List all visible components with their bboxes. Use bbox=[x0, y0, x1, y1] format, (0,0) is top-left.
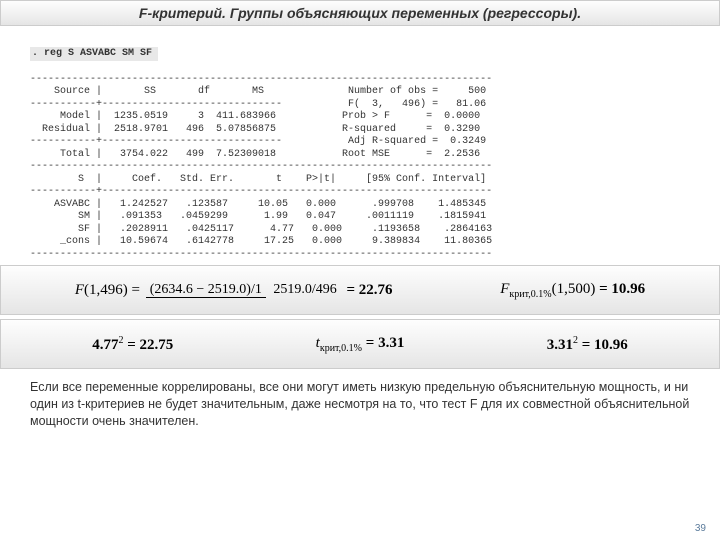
anova-header: Source | SS df MS Number of obs = 500 bbox=[30, 86, 486, 97]
fcrit-args: (1,500) bbox=[552, 281, 596, 297]
coef-asvabc: ASVABC | 1.242527 .123587 10.05 0.000 .9… bbox=[30, 199, 486, 210]
t-crit: tкрит,0.1% = 3.31 bbox=[316, 335, 405, 354]
stata-command: . reg S ASVABC SM SF bbox=[30, 47, 158, 62]
f-value: = 22.76 bbox=[346, 282, 392, 298]
f-symbol: F bbox=[75, 282, 84, 298]
anova-sep2: -----------+----------------------------… bbox=[30, 136, 486, 147]
f-fraction: (2634.6 − 2519.0)/1 2519.0/496 bbox=[146, 282, 341, 298]
f-numerator: (2634.6 − 2519.0)/1 bbox=[146, 282, 266, 298]
sq-b: 3.312 = 10.96 bbox=[547, 335, 628, 354]
regression-output: . reg S ASVABC SM SF -------------------… bbox=[0, 26, 720, 265]
explanation-text: Если все переменные коррелированы, все о… bbox=[0, 369, 720, 440]
coef-sep: -----------+----------------------------… bbox=[30, 186, 492, 197]
anova-total: Total | 3754.022 499 7.52309018 Root MSE… bbox=[30, 149, 480, 160]
b-value: = 10.96 bbox=[582, 337, 628, 353]
hline3: ----------------------------------------… bbox=[30, 249, 492, 260]
f-crit: Fкрит,0.1%(1,500) = 10.96 bbox=[500, 281, 645, 300]
fcrit-sub: крит,0.1% bbox=[509, 289, 551, 300]
t-sub: крит,0.1% bbox=[320, 343, 362, 354]
a-base: 4.77 bbox=[92, 337, 118, 353]
hline: ----------------------------------------… bbox=[30, 74, 492, 85]
coef-sm: SM | .091353 .0459299 1.99 0.047 .001111… bbox=[30, 211, 486, 222]
hline2: ----------------------------------------… bbox=[30, 161, 492, 172]
anova-resid: Residual | 2518.9701 496 5.07856875 R-sq… bbox=[30, 124, 480, 135]
coef-sf: SF | .2028911 .0425117 4.77 0.000 .11936… bbox=[30, 224, 492, 235]
coef-header: S | Coef. Std. Err. t P>|t| [95% Conf. I… bbox=[30, 174, 486, 185]
a-value: = 22.75 bbox=[127, 337, 173, 353]
f-stat: F(1,496) = (2634.6 − 2519.0)/1 2519.0/49… bbox=[75, 282, 393, 299]
formula-bar-1: F(1,496) = (2634.6 − 2519.0)/1 2519.0/49… bbox=[0, 265, 720, 315]
b-base: 3.31 bbox=[547, 337, 573, 353]
f-denominator: 2519.0/496 bbox=[269, 282, 340, 297]
b-exp: 2 bbox=[573, 335, 578, 346]
t-value: = 3.31 bbox=[366, 335, 405, 351]
anova-sep1: -----------+----------------------------… bbox=[30, 99, 486, 110]
coef-cons: _cons | 10.59674 .6142778 17.25 0.000 9.… bbox=[30, 236, 492, 247]
formula-bar-2: 4.772 = 22.75 tкрит,0.1% = 3.31 3.312 = … bbox=[0, 319, 720, 369]
anova-model: Model | 1235.0519 3 411.683966 Prob > F … bbox=[30, 111, 480, 122]
sq-a: 4.772 = 22.75 bbox=[92, 335, 173, 354]
fcrit-value: = 10.96 bbox=[599, 281, 645, 297]
slide-title: F-критерий. Группы объясняющих переменны… bbox=[0, 0, 720, 26]
page-number: 39 bbox=[695, 523, 706, 534]
a-exp: 2 bbox=[118, 335, 123, 346]
f-args: (1,496) bbox=[84, 282, 128, 298]
